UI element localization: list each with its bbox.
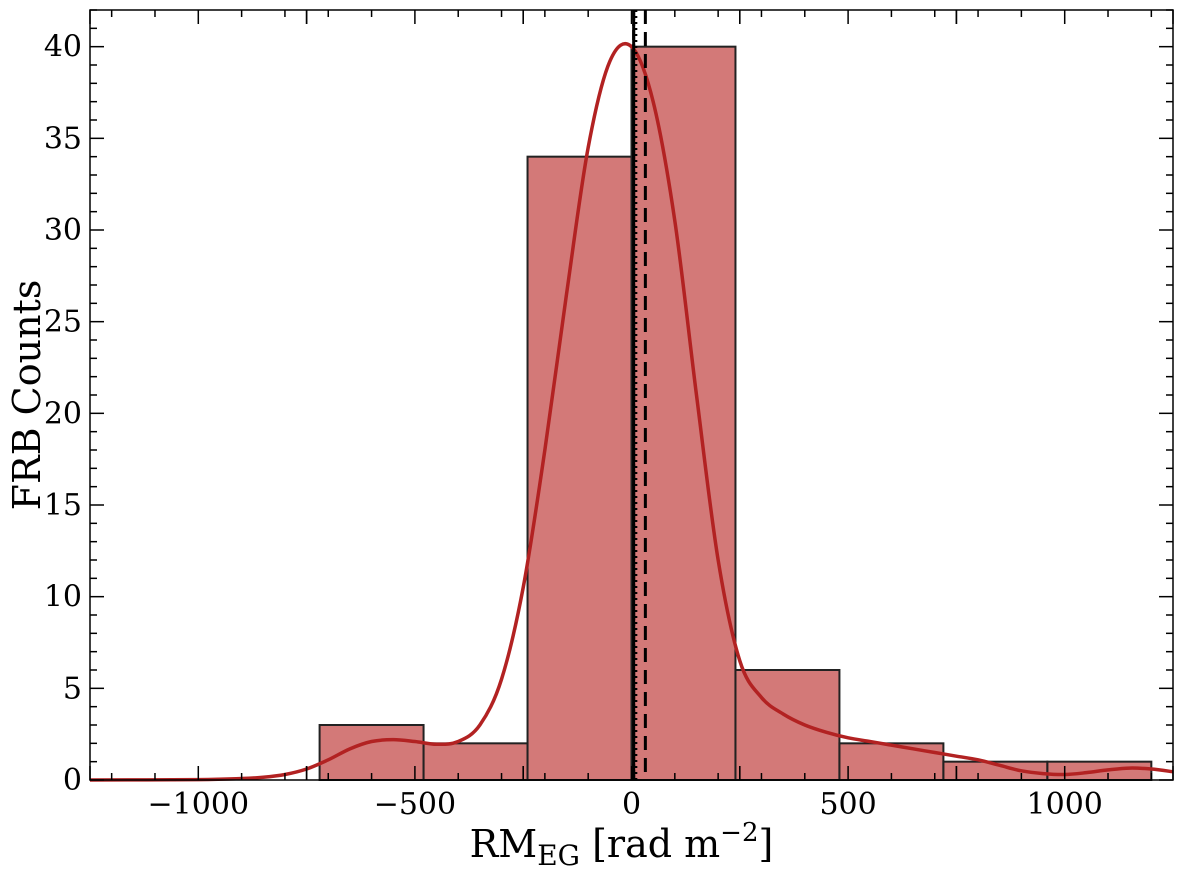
tick-labels: −1000 −500 0 500 1000 0 5 10 15 20 25 30 35 40 [44,30,1103,822]
x-tick-label: 0 [622,787,641,822]
x-axis-label-unit: [rad m [580,822,720,866]
y-axis-label: FRB Counts [5,280,49,511]
y-tick-label: 25 [44,305,82,340]
reference-lines [632,10,647,780]
histogram-bars [318,45,1153,782]
x-axis-label-sup: −2 [720,818,758,848]
kde-curve [89,42,1174,782]
y-tick-label: 30 [44,213,82,248]
x-axis-label-base: RM [470,822,538,866]
y-tick-label: 15 [44,488,82,523]
x-axis-label-sub: EG [537,839,580,872]
x-tick-label: −500 [374,787,456,822]
y-tick-label: 0 [63,763,82,798]
y-tick-label: 40 [44,30,82,65]
histogram-bar-2 [526,155,633,781]
x-tick-label: −1000 [148,787,249,822]
y-tick-label: 5 [63,671,82,706]
x-tick-label: 1000 [1027,787,1103,822]
histogram-bar-3 [630,45,737,781]
x-axis-label-close: ] [759,822,774,866]
y-tick-label: 10 [44,580,82,615]
histogram-bar-0 [318,724,425,781]
plot-frame [89,9,1174,781]
y-tick-label: 35 [44,121,82,156]
x-tick-label: 500 [819,787,876,822]
x-axis-label: RMEG [rad m−2] [470,818,774,872]
y-tick-label: 20 [44,396,82,431]
histogram-bar-1 [422,742,529,781]
kde-curve-group [89,42,1174,782]
